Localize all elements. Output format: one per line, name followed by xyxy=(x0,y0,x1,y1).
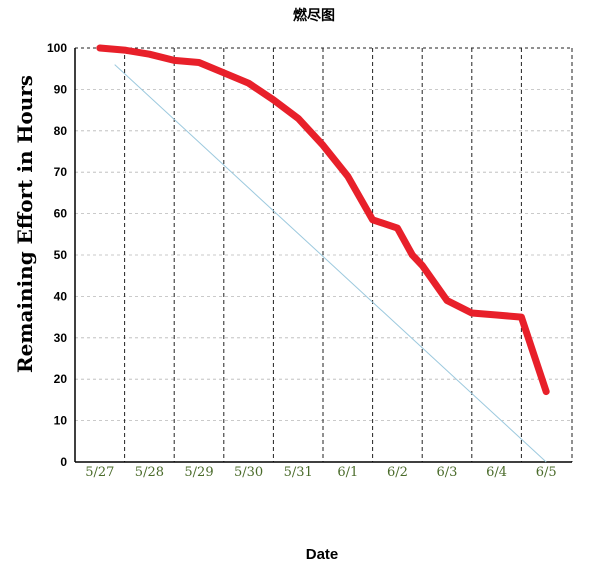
x-tick-label: 5/30 xyxy=(234,465,263,480)
x-tick-label: 5/31 xyxy=(284,465,313,480)
y-axis-label: Remaining Effort in Hours xyxy=(13,75,37,373)
x-tick-label: 6/2 xyxy=(387,465,408,480)
y-tick-label: 10 xyxy=(54,414,68,428)
plot-frame xyxy=(74,47,573,463)
x-tick-label: 5/29 xyxy=(184,465,213,480)
y-tick-label: 20 xyxy=(54,372,68,386)
x-tick-label: 6/1 xyxy=(337,465,358,480)
grid xyxy=(75,48,572,462)
ideal-burndown-line xyxy=(114,64,547,463)
x-axis-ticks: 5/27 5/28 5/29 5/30 5/31 6/1 6/2 6/3 6/4 6/5 xyxy=(85,465,556,480)
y-tick-label: 50 xyxy=(54,248,68,262)
y-tick-label: 70 xyxy=(54,165,68,179)
x-tick-label: 6/3 xyxy=(437,465,458,480)
actual-burndown-line xyxy=(96,44,550,396)
y-tick-label: 90 xyxy=(54,82,68,96)
series-layer xyxy=(96,44,550,463)
x-tick-label: 6/5 xyxy=(536,465,557,480)
y-tick-label: 0 xyxy=(60,455,67,469)
y-tick-label: 30 xyxy=(54,331,68,345)
x-tick-label: 6/4 xyxy=(486,465,507,480)
x-tick-label: 5/28 xyxy=(135,465,164,480)
y-axis-ticks: 0 10 20 30 40 50 60 70 80 90 100 xyxy=(47,41,67,469)
x-tick-label: 5/27 xyxy=(85,465,114,480)
y-tick-label: 40 xyxy=(54,289,68,303)
chart-title: 燃尽图 xyxy=(293,7,335,24)
y-tick-label: 60 xyxy=(54,207,68,221)
y-tick-label: 100 xyxy=(47,41,67,55)
x-axis-label: Date xyxy=(306,546,339,563)
y-tick-label: 80 xyxy=(54,124,68,138)
